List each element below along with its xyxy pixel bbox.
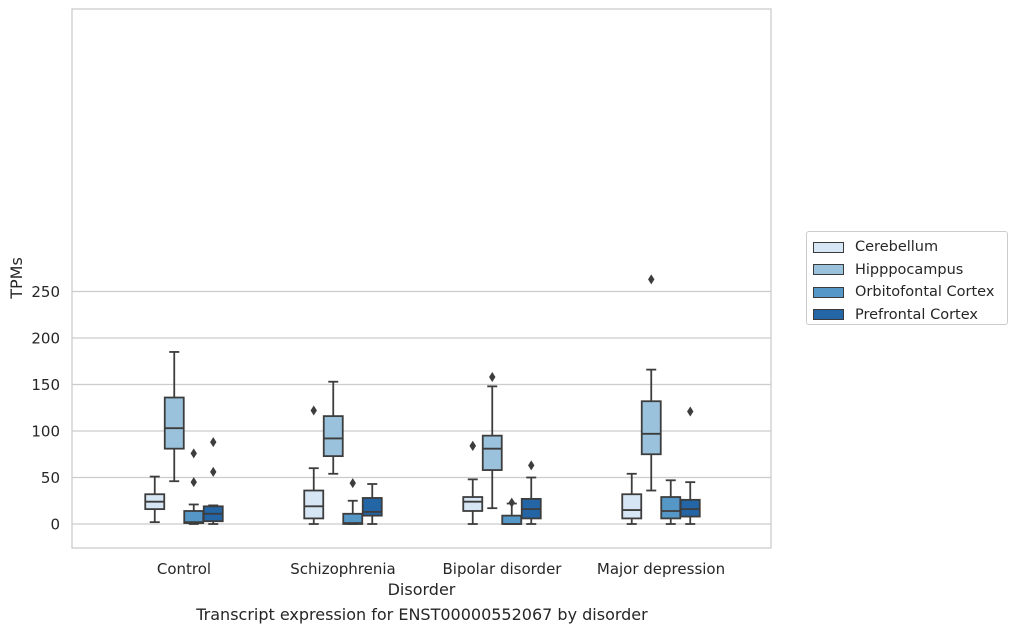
x-tick-labels: Control Schizophrenia Bipolar disorder Majo…	[157, 560, 725, 578]
box-iqr	[303, 489, 325, 520]
legend-swatch	[813, 286, 844, 298]
box-plot	[163, 351, 185, 483]
x-tick-label: Schizophrenia	[290, 560, 395, 578]
outlier-point	[687, 406, 694, 417]
x-tick-label: Major depression	[597, 560, 725, 578]
outlier-point	[528, 460, 535, 471]
box-iqr	[342, 512, 364, 525]
box-plot	[202, 437, 224, 525]
box-plot	[481, 372, 503, 510]
box-plot	[640, 274, 662, 492]
outlier-point	[190, 448, 197, 459]
y-axis-label: TPMs	[7, 257, 26, 300]
box-iqr	[679, 498, 701, 518]
y-tick-label: 50	[41, 469, 60, 487]
box-plot	[679, 406, 701, 525]
box-plot	[183, 448, 205, 525]
box-plot	[322, 380, 344, 475]
box-plot	[621, 472, 643, 525]
box-iqr	[501, 514, 523, 525]
box-iqr	[361, 497, 383, 517]
box-iqr	[640, 400, 662, 456]
y-tick-label: 200	[31, 330, 60, 348]
legend-label: Orbitofontal Cortex	[855, 284, 995, 301]
legend-swatch	[813, 241, 844, 253]
box-iqr	[481, 434, 503, 471]
legend-item-cerebellum: Cerebellum	[813, 236, 1007, 259]
box-plot	[462, 440, 484, 525]
box-iqr	[621, 493, 643, 520]
box-plot	[303, 405, 325, 525]
box-plot	[660, 479, 682, 525]
y-tick-label: 100	[31, 423, 60, 441]
outlier-point	[349, 478, 356, 489]
box-plot	[361, 483, 383, 525]
box-iqr	[163, 396, 185, 450]
box-plot	[501, 497, 523, 525]
box-plot	[342, 478, 364, 525]
grid-lines	[72, 290, 771, 525]
legend-item-hippocampus: Hipppocampus	[813, 259, 1007, 282]
chart-caption: Transcript expression for ENST0000055206…	[196, 605, 648, 624]
x-axis-label: Disorder	[388, 580, 456, 599]
outlier-point	[489, 372, 496, 383]
y-tick-label: 150	[31, 376, 60, 394]
box-iqr	[462, 496, 484, 512]
box-iqr	[660, 496, 682, 520]
outlier-point	[310, 405, 317, 416]
y-tick-label: 0	[50, 516, 60, 534]
outlier-point	[508, 497, 515, 508]
x-tick-label: Control	[157, 560, 211, 578]
outlier-point	[210, 437, 217, 448]
x-tick-label: Bipolar disorder	[443, 560, 563, 578]
y-tick-label: 250	[31, 283, 60, 301]
legend-item-prefrontal-cortex: Prefrontal Cortex	[813, 304, 1007, 327]
outlier-point	[469, 440, 476, 451]
box-iqr	[322, 415, 344, 458]
legend-label: Cerebellum	[855, 239, 939, 256]
legend-swatch	[813, 264, 844, 276]
y-tick-labels: 0 50 100 150 200 250	[31, 283, 60, 534]
legend-swatch	[813, 309, 844, 321]
legend: Cerebellum Hipppocampus Orbitofontal Cor…	[806, 231, 1008, 325]
outlier-point	[210, 466, 217, 477]
plot-area-frame	[71, 8, 772, 549]
box-series	[144, 274, 701, 525]
legend-item-orbitofrontal-cortex: Orbitofontal Cortex	[813, 281, 1007, 304]
box-plot	[144, 475, 166, 524]
outlier-point	[190, 477, 197, 488]
legend-label: Prefrontal Cortex	[855, 306, 978, 323]
legend-label: Hipppocampus	[855, 261, 964, 278]
outlier-point	[648, 274, 655, 285]
box-plot	[520, 460, 542, 525]
